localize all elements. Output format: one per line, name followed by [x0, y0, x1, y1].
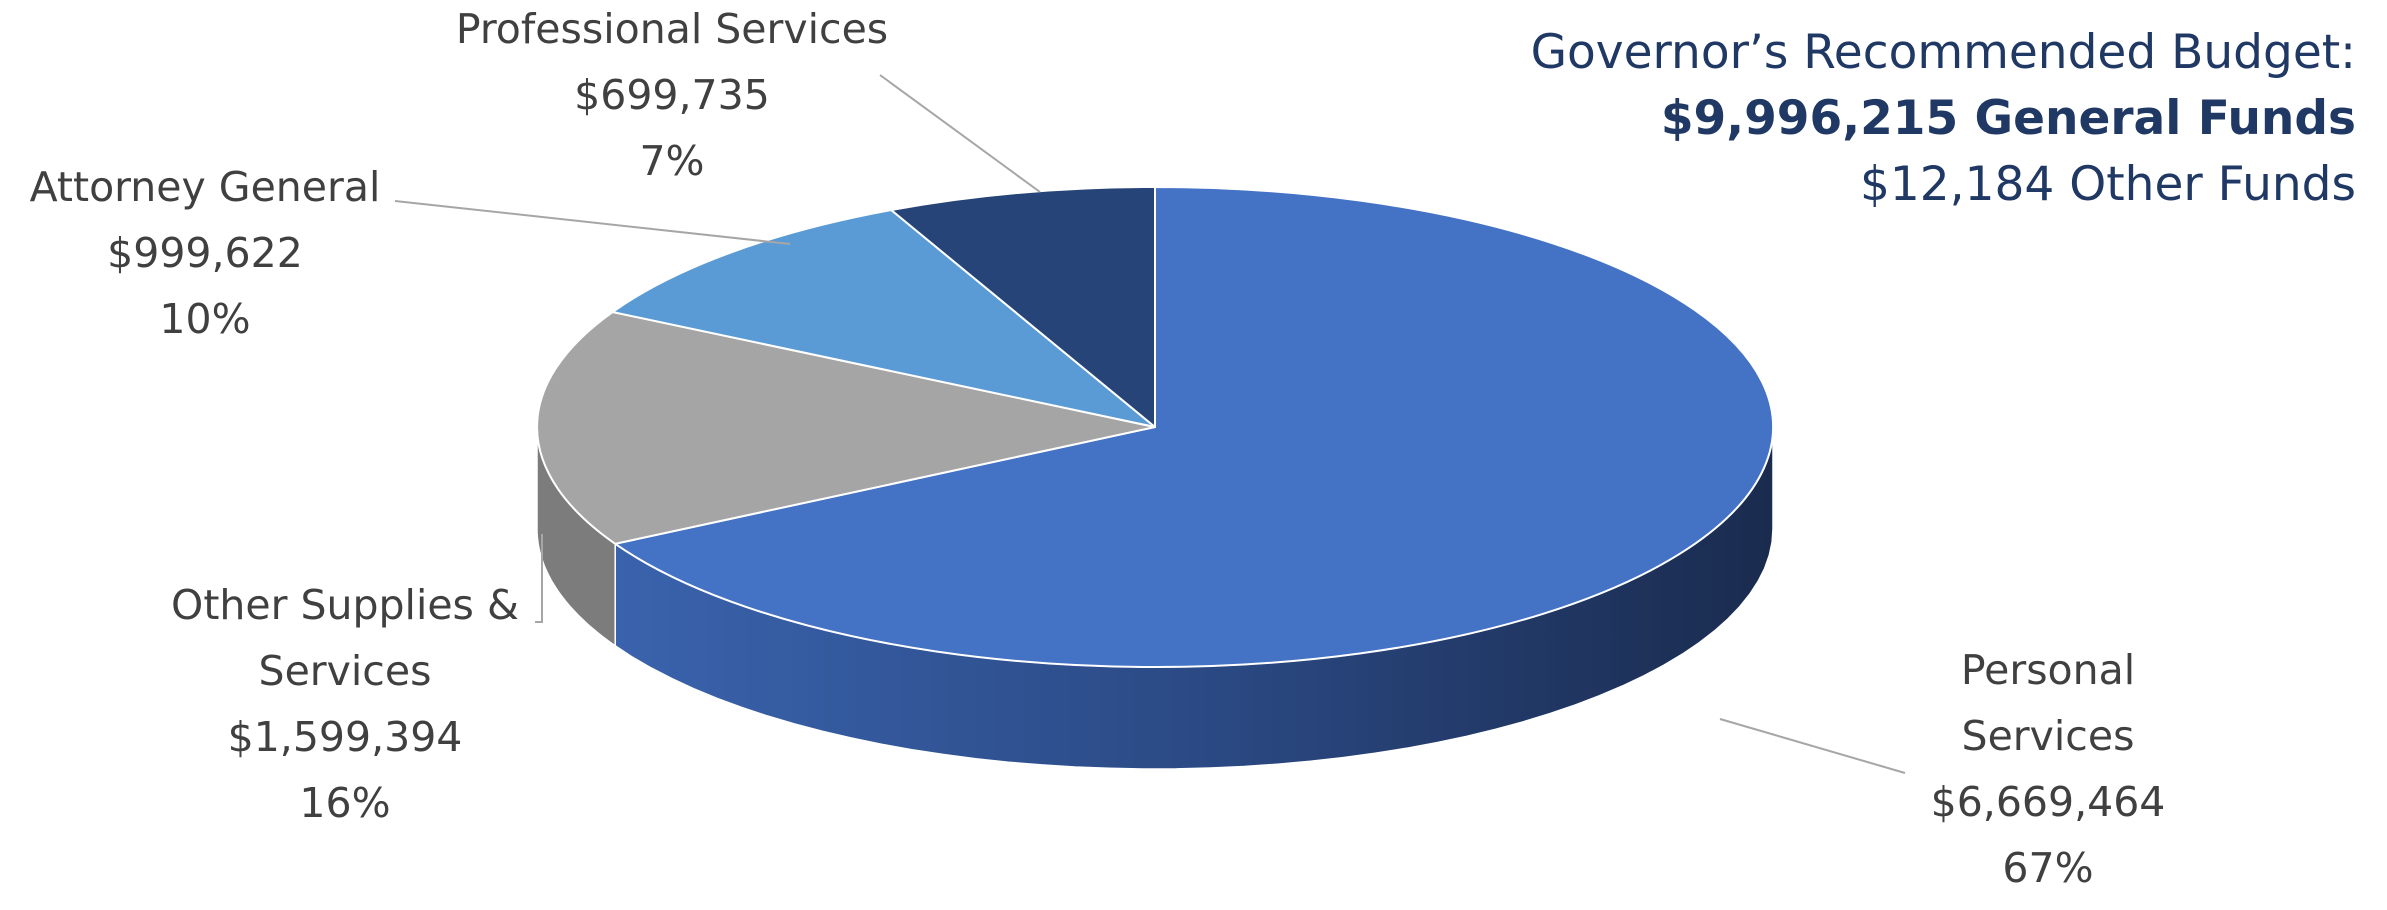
- slice-name-line: Other Supplies &: [171, 581, 519, 629]
- leader-lines: [394, 74, 1906, 774]
- leader-line-4: [879, 74, 1041, 193]
- slice-label-2: Other Supplies & Services $1,599,394 16%: [171, 581, 519, 827]
- slice-label-1: Personal Services $6,669,464 67%: [1931, 646, 2166, 892]
- budget-summary: Governor’s Recommended Budget: $9,996,21…: [1531, 20, 2356, 218]
- slice-name-line: Professional Services: [456, 5, 888, 53]
- slice-label-4: Professional Services $699,735 7%: [456, 5, 888, 185]
- slice-4: [890, 186, 1156, 428]
- slice-name-line: Services: [1962, 712, 2135, 760]
- slice-label-3: Attorney General $999,622 10%: [30, 163, 381, 343]
- leader-line-3: [394, 200, 791, 245]
- slice-value: $1,599,394: [228, 713, 463, 761]
- slice-name-line: Attorney General: [30, 163, 381, 211]
- slice-value: $6,669,464: [1931, 778, 2166, 826]
- slice-name-line: Personal: [1961, 646, 2135, 694]
- slice-percent: 67%: [2002, 844, 2093, 892]
- slice-3: [611, 209, 1156, 428]
- pie-top-faces: [536, 186, 1775, 668]
- slice-value: $699,735: [574, 71, 770, 119]
- leader-line-1: [1719, 718, 1906, 774]
- leader-line-2: [535, 534, 543, 623]
- slice-percent: 7%: [639, 137, 704, 185]
- budget-heading: Governor’s Recommended Budget:: [1530, 25, 2356, 80]
- slice-value: $999,622: [107, 229, 303, 277]
- slice-percent: 10%: [159, 295, 250, 343]
- other-funds-total: $12,184 Other Funds: [1859, 157, 2356, 212]
- slice-2: [536, 311, 1156, 545]
- slice-1: [614, 186, 1775, 668]
- general-funds-total: $9,996,215 General Funds: [1660, 91, 2356, 146]
- slice-labels: Personal Services $6,669,464 67% Other Suppl…: [30, 5, 2166, 892]
- slice-name-line: Services: [259, 647, 432, 695]
- slice-percent: 16%: [299, 779, 390, 827]
